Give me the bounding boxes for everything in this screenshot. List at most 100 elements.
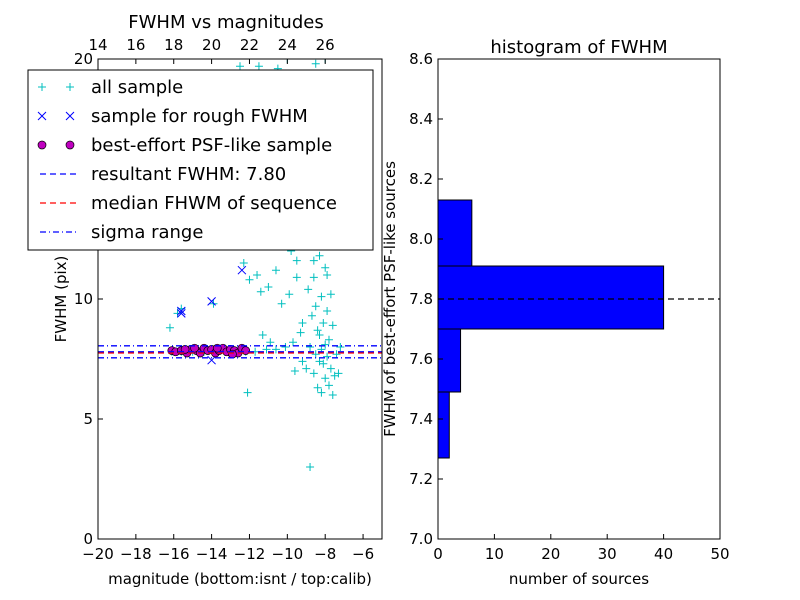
scatter-point-plus-94 xyxy=(323,271,332,279)
scatter-point-plus-33 xyxy=(309,273,318,282)
legend-marker-1 xyxy=(37,111,47,121)
scatter-top-tick-label: 20 xyxy=(202,36,221,54)
scatter-point-plus-54 xyxy=(296,328,305,337)
scatter-point-plus-51 xyxy=(292,256,301,265)
legend-label-4: median FHWM of sequence xyxy=(91,193,337,214)
legend-label-5: sigma range xyxy=(91,222,203,243)
scatter-point-plus-38 xyxy=(319,319,328,327)
scatter-top-tick-label: 26 xyxy=(316,36,335,54)
scatter-point-plus-36 xyxy=(311,302,320,311)
scatter-top-tick-label: 22 xyxy=(240,36,259,54)
scatter-point-x-3 xyxy=(237,265,247,275)
scatter-point-plus-71 xyxy=(309,369,318,378)
scatter-point-plus-87 xyxy=(236,62,244,71)
scatter-point-plus-72 xyxy=(324,381,333,390)
histogram-ticks: 0 10 20 30 40 50 7.0 7.2 7.4 7.6 7.8 8.0 8.2 8.4 8.6 xyxy=(409,50,729,563)
legend-label-1: sample for rough FWHM xyxy=(91,106,308,127)
scatter-point-plus-12 xyxy=(285,290,294,299)
scatter-x-tick-label: −20 xyxy=(82,545,114,563)
scatter-point-plus-41 xyxy=(324,335,333,344)
scatter-point-plus-37 xyxy=(307,311,316,320)
scatter-top-tick-label: 24 xyxy=(278,36,297,54)
scatter-point-plus-69 xyxy=(258,331,267,339)
scatter-point-plus-46 xyxy=(326,364,335,373)
scatter-y-label: FWHM (pix) xyxy=(52,256,70,343)
scatter-point-plus-16 xyxy=(306,463,315,471)
scatter-point-plus-42 xyxy=(321,340,330,349)
scatter-point-plus-70 xyxy=(302,364,311,373)
histogram-x-tick-label: 20 xyxy=(541,545,560,563)
scatter-legend: all sample sample for rough FWHM best-effo… xyxy=(27,69,374,251)
scatter-x-tick-label: −6 xyxy=(352,545,374,563)
histogram-title: histogram of FWHM xyxy=(490,37,667,58)
histogram-x-tick-label: 0 xyxy=(433,545,443,563)
histogram-x-tick-label: 40 xyxy=(654,545,673,563)
scatter-point-plus-34 xyxy=(304,285,313,294)
scatter-x-tick-label: −18 xyxy=(120,545,152,563)
scatter-y-tick-label: 20 xyxy=(74,50,93,68)
scatter-point-plus-57 xyxy=(271,345,280,354)
histogram-y-tick-label: 7.4 xyxy=(409,410,433,428)
scatter-point-plus-35 xyxy=(317,292,326,301)
histogram-y-tick-label: 7.0 xyxy=(409,530,433,548)
scatter-x-tick-label: −16 xyxy=(158,545,190,563)
scatter-x-tick-label: −10 xyxy=(272,545,304,563)
scatter-point-plus-92 xyxy=(298,319,307,327)
legend-marker-2 xyxy=(65,140,75,150)
histogram-y-tick-label: 8.0 xyxy=(409,230,433,248)
histogram-y-label: FWHM of best-effort PSF-like sources xyxy=(381,161,399,437)
histogram-x-label: number of sources xyxy=(509,570,649,588)
scatter-ticks: −20−18−16−14−12−10−8−6051015201416182022… xyxy=(74,36,374,563)
scatter-point-x-1 xyxy=(176,309,186,318)
scatter-top-tick-label: 16 xyxy=(126,36,145,54)
scatter-point-plus-20 xyxy=(311,59,320,68)
scatter-point-plus-40 xyxy=(315,331,324,339)
histogram-y-tick-label: 7.8 xyxy=(409,290,433,308)
scatter-point-plus-0 xyxy=(165,323,174,332)
scatter-point-plus-68 xyxy=(266,338,275,347)
histogram-y-tick-label: 8.4 xyxy=(409,110,433,128)
scatter-point-plus-74 xyxy=(332,350,341,359)
scatter-point-plus-44 xyxy=(323,352,332,361)
legend-marker-0 xyxy=(66,83,74,91)
scatter-title: FWHM vs magnitudes xyxy=(128,12,323,33)
histogram-y-tick-label: 7.6 xyxy=(409,350,433,368)
scatter-point-x-4 xyxy=(207,355,216,365)
histogram-x-tick-label: 30 xyxy=(598,545,617,563)
scatter-point-plus-17 xyxy=(317,388,326,397)
scatter-point-plus-76 xyxy=(328,321,337,330)
scatter-point-plus-55 xyxy=(289,338,298,347)
scatter-point-plus-75 xyxy=(336,343,345,351)
scatter-panel: FWHM vs magnitudes −20 −18 −16 −14 −12 −10 −8−… xyxy=(27,12,383,588)
histogram-bar-0 xyxy=(437,391,450,459)
scatter-point-plus-6 xyxy=(245,275,254,284)
scatter-point-plus-56 xyxy=(281,343,290,351)
scatter-point-plus-86 xyxy=(254,62,263,71)
histogram-y-tick-label: 7.2 xyxy=(409,470,433,488)
scatter-point-plus-18 xyxy=(328,391,337,399)
scatter-point-plus-58 xyxy=(262,345,271,354)
scatter-point-plus-10 xyxy=(271,266,280,275)
scatter-point-x-2 xyxy=(207,297,216,306)
scatter-point-plus-90 xyxy=(311,350,320,359)
scatter-point-x-0 xyxy=(176,306,186,316)
scatter-point-plus-7 xyxy=(253,271,262,279)
histogram-bar-2 xyxy=(437,265,665,330)
scatter-point-plus-78 xyxy=(309,256,318,265)
scatter-top-tick-label: 18 xyxy=(164,36,183,54)
scatter-point-plus-5 xyxy=(239,259,248,267)
scatter-x-label: magnitude (bottom:isnt / top:calib) xyxy=(108,570,372,588)
histogram-marks xyxy=(437,199,720,459)
histogram-x-tick-label: 10 xyxy=(485,545,504,563)
scatter-point-plus-1 xyxy=(173,309,182,318)
scatter-y-tick-label: 10 xyxy=(74,290,93,308)
histogram-bar-3 xyxy=(437,199,473,267)
histogram-panel: histogram of FWHM 0 10 20 30 40 50 7.0 7.2 7.4 7.… xyxy=(381,37,730,588)
scatter-point-plus-48 xyxy=(321,374,330,383)
legend-frame xyxy=(27,69,374,251)
scatter-point-plus-9 xyxy=(264,283,273,291)
histogram-y-tick-label: 8.2 xyxy=(409,170,433,188)
scatter-x-tick-label: −12 xyxy=(234,545,266,563)
scatter-point-plus-93 xyxy=(326,290,335,299)
